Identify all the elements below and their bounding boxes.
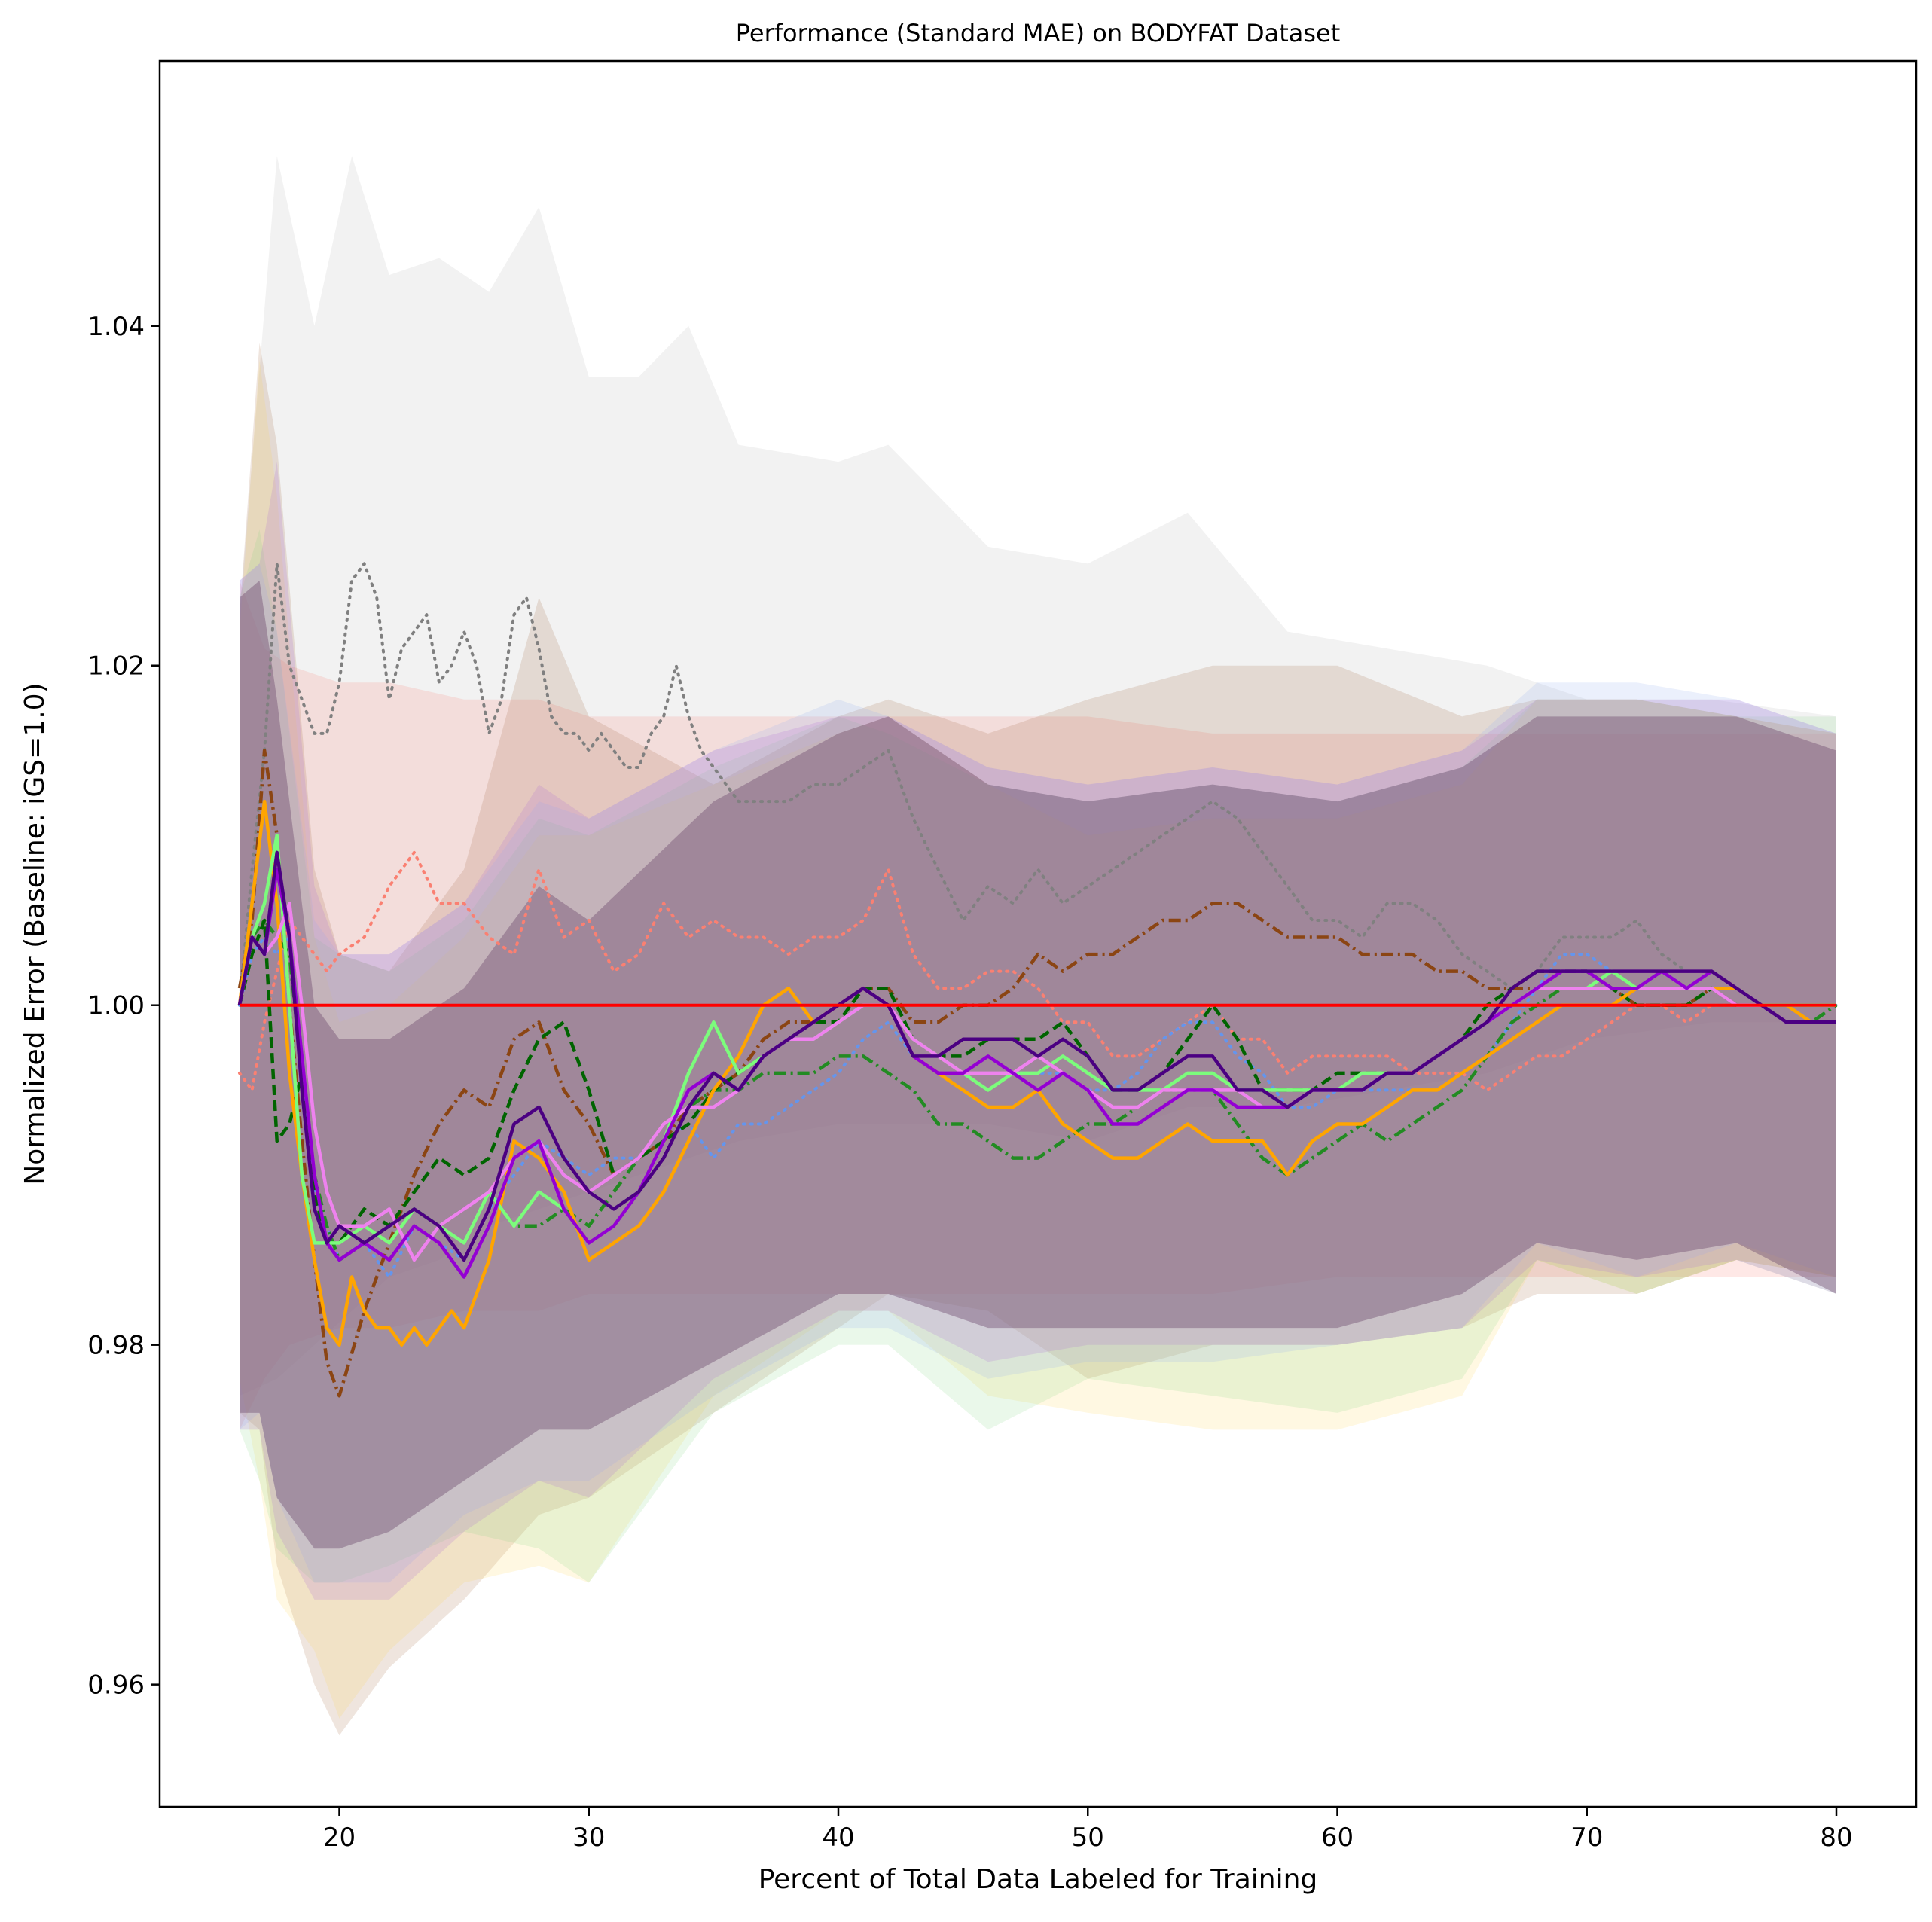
x-tick-label: 30 xyxy=(572,1823,605,1853)
x-tick-label: 70 xyxy=(1570,1823,1603,1853)
band-3 xyxy=(240,343,1836,1736)
y-tick-label: 0.96 xyxy=(87,1670,145,1701)
band-8 xyxy=(240,581,1836,1549)
y-tick-label: 1.00 xyxy=(87,991,145,1021)
series-line-10 xyxy=(237,868,1836,1279)
x-tick-label: 40 xyxy=(822,1823,854,1853)
band-4 xyxy=(240,359,1836,1719)
x-tick-label: 20 xyxy=(323,1823,356,1853)
plot-frame xyxy=(158,59,1918,1808)
x-tick-label: 80 xyxy=(1820,1823,1852,1853)
series-line-1 xyxy=(238,562,1838,1007)
y-tick-label: 1.04 xyxy=(87,312,145,342)
y-tick-label: 1.02 xyxy=(87,651,145,682)
y-axis: 0.96 0.98 1.00 1.02 1.04 xyxy=(87,312,160,1701)
uncertainty-bands xyxy=(240,156,1836,1736)
series-line-9 xyxy=(237,902,1836,1262)
x-axis-label: Percent of Total Data Labeled for Traini… xyxy=(758,1864,1318,1895)
x-tick-label: 50 xyxy=(1072,1823,1104,1853)
series-lines xyxy=(237,562,1838,1398)
x-axis: 20 30 40 50 60 70 80 xyxy=(323,1807,1853,1853)
y-axis-label: Normalized Error (Baseline: iGS=1.0) xyxy=(20,682,50,1185)
band-1 xyxy=(240,156,1836,1396)
y-tick-label: 0.98 xyxy=(87,1331,145,1361)
chart-title: Performance (Standard MAE) on BODYFAT Da… xyxy=(736,19,1341,47)
series-line-11 xyxy=(237,850,1836,1262)
band-7 xyxy=(240,462,1836,1600)
x-tick-label: 60 xyxy=(1321,1823,1354,1853)
series-line-2 xyxy=(238,850,1838,1092)
